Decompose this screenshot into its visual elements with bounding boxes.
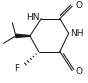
Text: HN: HN <box>27 13 40 22</box>
Text: O: O <box>75 1 82 10</box>
Text: NH: NH <box>70 29 84 38</box>
Text: O: O <box>75 67 82 76</box>
Polygon shape <box>16 34 30 38</box>
Text: F: F <box>14 64 19 73</box>
